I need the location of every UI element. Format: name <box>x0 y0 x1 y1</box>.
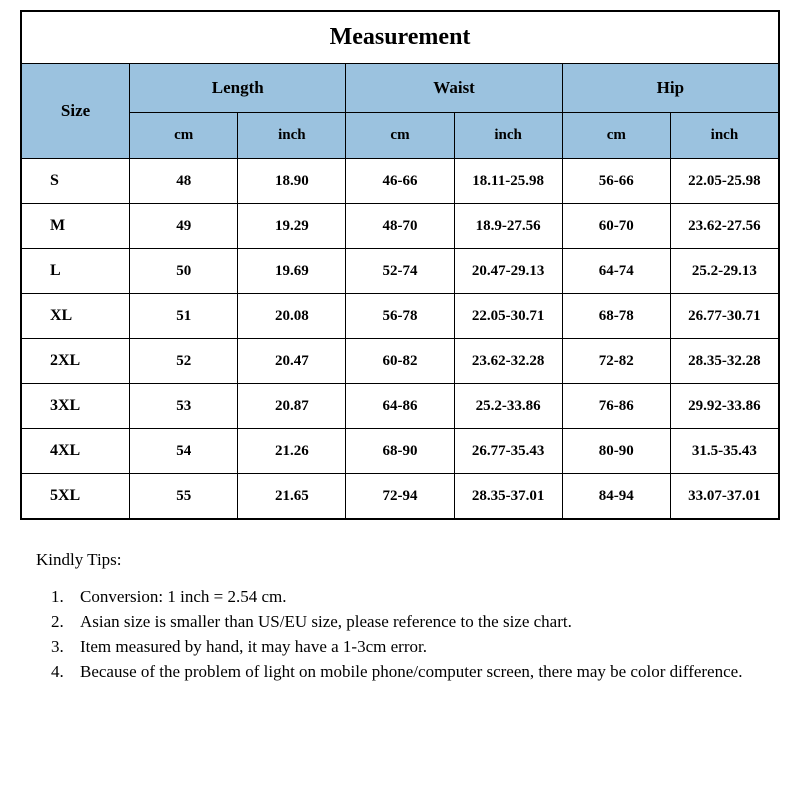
measurement-table: Measurement Size Length Waist Hip cm inc… <box>21 11 779 519</box>
cell-size: 4XL <box>22 429 130 474</box>
tips-item: Conversion: 1 inch = 2.54 cm. <box>68 586 764 609</box>
cell-length-in: 21.65 <box>238 474 346 519</box>
unit-waist-inch: inch <box>454 113 562 159</box>
cell-length-in: 20.87 <box>238 384 346 429</box>
cell-waist-cm: 60-82 <box>346 339 454 384</box>
cell-hip-in: 33.07-37.01 <box>670 474 778 519</box>
table-row: XL 51 20.08 56-78 22.05-30.71 68-78 26.7… <box>22 294 779 339</box>
cell-hip-in: 29.92-33.86 <box>670 384 778 429</box>
table-body: S 48 18.90 46-66 18.11-25.98 56-66 22.05… <box>22 159 779 519</box>
cell-length-cm: 49 <box>130 204 238 249</box>
cell-waist-cm: 56-78 <box>346 294 454 339</box>
cell-length-in: 21.26 <box>238 429 346 474</box>
cell-length-cm: 54 <box>130 429 238 474</box>
cell-hip-cm: 64-74 <box>562 249 670 294</box>
table-row: 3XL 53 20.87 64-86 25.2-33.86 76-86 29.9… <box>22 384 779 429</box>
cell-length-cm: 50 <box>130 249 238 294</box>
column-header-waist: Waist <box>346 64 562 113</box>
unit-hip-inch: inch <box>670 113 778 159</box>
cell-waist-cm: 72-94 <box>346 474 454 519</box>
column-header-length: Length <box>130 64 346 113</box>
table-row: L 50 19.69 52-74 20.47-29.13 64-74 25.2-… <box>22 249 779 294</box>
cell-length-in: 18.90 <box>238 159 346 204</box>
cell-waist-cm: 64-86 <box>346 384 454 429</box>
cell-hip-in: 26.77-30.71 <box>670 294 778 339</box>
cell-hip-cm: 84-94 <box>562 474 670 519</box>
tips-section: Kindly Tips: Conversion: 1 inch = 2.54 c… <box>20 520 780 684</box>
cell-waist-cm: 68-90 <box>346 429 454 474</box>
cell-length-cm: 48 <box>130 159 238 204</box>
table-row: 2XL 52 20.47 60-82 23.62-32.28 72-82 28.… <box>22 339 779 384</box>
table-row: M 49 19.29 48-70 18.9-27.56 60-70 23.62-… <box>22 204 779 249</box>
unit-hip-cm: cm <box>562 113 670 159</box>
column-header-hip: Hip <box>562 64 778 113</box>
cell-hip-cm: 80-90 <box>562 429 670 474</box>
cell-waist-in: 25.2-33.86 <box>454 384 562 429</box>
cell-hip-cm: 60-70 <box>562 204 670 249</box>
cell-waist-in: 22.05-30.71 <box>454 294 562 339</box>
tips-item: Item measured by hand, it may have a 1-3… <box>68 636 764 659</box>
cell-waist-cm: 52-74 <box>346 249 454 294</box>
cell-size: XL <box>22 294 130 339</box>
tips-title: Kindly Tips: <box>36 550 764 570</box>
cell-length-in: 20.08 <box>238 294 346 339</box>
unit-length-cm: cm <box>130 113 238 159</box>
cell-length-cm: 51 <box>130 294 238 339</box>
cell-hip-in: 25.2-29.13 <box>670 249 778 294</box>
cell-waist-cm: 46-66 <box>346 159 454 204</box>
cell-length-cm: 55 <box>130 474 238 519</box>
cell-waist-in: 18.11-25.98 <box>454 159 562 204</box>
table-row: S 48 18.90 46-66 18.11-25.98 56-66 22.05… <box>22 159 779 204</box>
cell-waist-in: 18.9-27.56 <box>454 204 562 249</box>
cell-hip-cm: 72-82 <box>562 339 670 384</box>
table-title: Measurement <box>22 12 779 64</box>
cell-hip-in: 31.5-35.43 <box>670 429 778 474</box>
cell-hip-cm: 68-78 <box>562 294 670 339</box>
cell-size: 3XL <box>22 384 130 429</box>
cell-size: 2XL <box>22 339 130 384</box>
cell-length-in: 19.29 <box>238 204 346 249</box>
cell-size: M <box>22 204 130 249</box>
cell-hip-in: 28.35-32.28 <box>670 339 778 384</box>
cell-hip-in: 23.62-27.56 <box>670 204 778 249</box>
tips-item: Asian size is smaller than US/EU size, p… <box>68 611 764 634</box>
cell-waist-in: 28.35-37.01 <box>454 474 562 519</box>
unit-waist-cm: cm <box>346 113 454 159</box>
cell-length-cm: 52 <box>130 339 238 384</box>
table-row: 4XL 54 21.26 68-90 26.77-35.43 80-90 31.… <box>22 429 779 474</box>
cell-waist-in: 20.47-29.13 <box>454 249 562 294</box>
column-header-size: Size <box>22 64 130 159</box>
cell-length-in: 19.69 <box>238 249 346 294</box>
cell-hip-cm: 76-86 <box>562 384 670 429</box>
cell-length-in: 20.47 <box>238 339 346 384</box>
tips-item: Because of the problem of light on mobil… <box>68 661 764 684</box>
cell-size: L <box>22 249 130 294</box>
cell-waist-in: 23.62-32.28 <box>454 339 562 384</box>
unit-length-inch: inch <box>238 113 346 159</box>
tips-list: Conversion: 1 inch = 2.54 cm. Asian size… <box>36 586 764 684</box>
measurement-table-container: Measurement Size Length Waist Hip cm inc… <box>20 10 780 520</box>
cell-size: 5XL <box>22 474 130 519</box>
cell-waist-cm: 48-70 <box>346 204 454 249</box>
cell-size: S <box>22 159 130 204</box>
cell-hip-in: 22.05-25.98 <box>670 159 778 204</box>
cell-length-cm: 53 <box>130 384 238 429</box>
cell-waist-in: 26.77-35.43 <box>454 429 562 474</box>
cell-hip-cm: 56-66 <box>562 159 670 204</box>
table-row: 5XL 55 21.65 72-94 28.35-37.01 84-94 33.… <box>22 474 779 519</box>
